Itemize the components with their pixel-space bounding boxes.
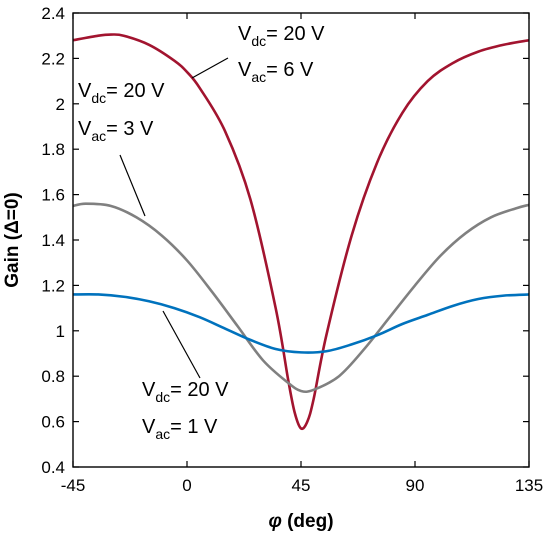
annotation-vdc-6-sub: dc	[251, 33, 266, 49]
annotation-vdc-3-sub: dc	[91, 90, 106, 106]
series-line-vac-3v	[73, 204, 529, 392]
series-line-vac-1v	[73, 294, 529, 352]
y-tick-label: 2.4	[41, 4, 65, 23]
x-tick-label: 135	[515, 476, 543, 495]
x-axis-title: φ (deg)	[268, 511, 333, 532]
annotation-vac-6-value: = 6 V	[266, 59, 314, 81]
y-tick-label: 1	[56, 322, 65, 341]
annotation-vdc-1: Vdc= 20 V	[142, 379, 229, 405]
annotation-vac-1-sub: ac	[155, 426, 170, 442]
y-tick-label: 1.6	[41, 186, 65, 205]
annotation-vac-6: Vac= 6 V	[238, 59, 314, 85]
y-tick-label: 2	[56, 95, 65, 114]
annotation-vdc-6: Vdc= 20 V	[238, 23, 325, 49]
annotation-vdc-6-label: V	[238, 23, 252, 45]
annotation-vdc-3: Vdc= 20 V	[78, 80, 165, 106]
annotation-vac-1: Vac= 1 V	[142, 416, 218, 442]
annotation-vac-1-label: V	[142, 416, 156, 438]
annotation-vdc-6-value: = 20 V	[266, 23, 325, 45]
y-tick-label: 2.2	[41, 49, 65, 68]
annotation-vac-3-label: V	[78, 118, 92, 140]
annotation-vac-6-sub: ac	[251, 69, 266, 85]
annotation-vac-3-value: = 3 V	[106, 118, 154, 140]
x-tick-label: 0	[182, 476, 191, 495]
annotation-vdc-3-label: V	[78, 80, 92, 102]
y-tick-label: 0.6	[41, 413, 65, 432]
annotation-vdc-1-label: V	[142, 379, 156, 401]
y-tick-label: 1.8	[41, 140, 65, 159]
annotation-vac-3-sub: ac	[91, 128, 106, 144]
y-tick-label: 1.4	[41, 231, 65, 250]
y-axis-title: Gain (Δ=0)	[2, 192, 23, 287]
annotation-vac-6-label: V	[238, 59, 252, 81]
annotation-vac-1-value: = 1 V	[170, 416, 218, 438]
x-tick-label: -45	[61, 476, 86, 495]
x-tick-label: 90	[406, 476, 425, 495]
annotation-vdc-1-sub: dc	[155, 389, 170, 405]
annotation-leader-vac-3	[120, 155, 145, 216]
y-tick-label: 1.2	[41, 276, 65, 295]
annotation-vac-3: Vac= 3 V	[78, 118, 154, 144]
x-tick-label: 45	[292, 476, 311, 495]
annotation-leader-vac-1	[163, 311, 200, 378]
x-axis-unit: (deg)	[282, 511, 334, 532]
annotation-vdc-1-value: = 20 V	[170, 379, 229, 401]
y-tick-label: 0.8	[41, 367, 65, 386]
y-tick-label: 0.4	[41, 458, 65, 477]
annotation-vdc-3-value: = 20 V	[106, 80, 165, 102]
x-axis-symbol: φ	[268, 511, 281, 532]
annotation-leader-vac-6	[192, 58, 228, 78]
